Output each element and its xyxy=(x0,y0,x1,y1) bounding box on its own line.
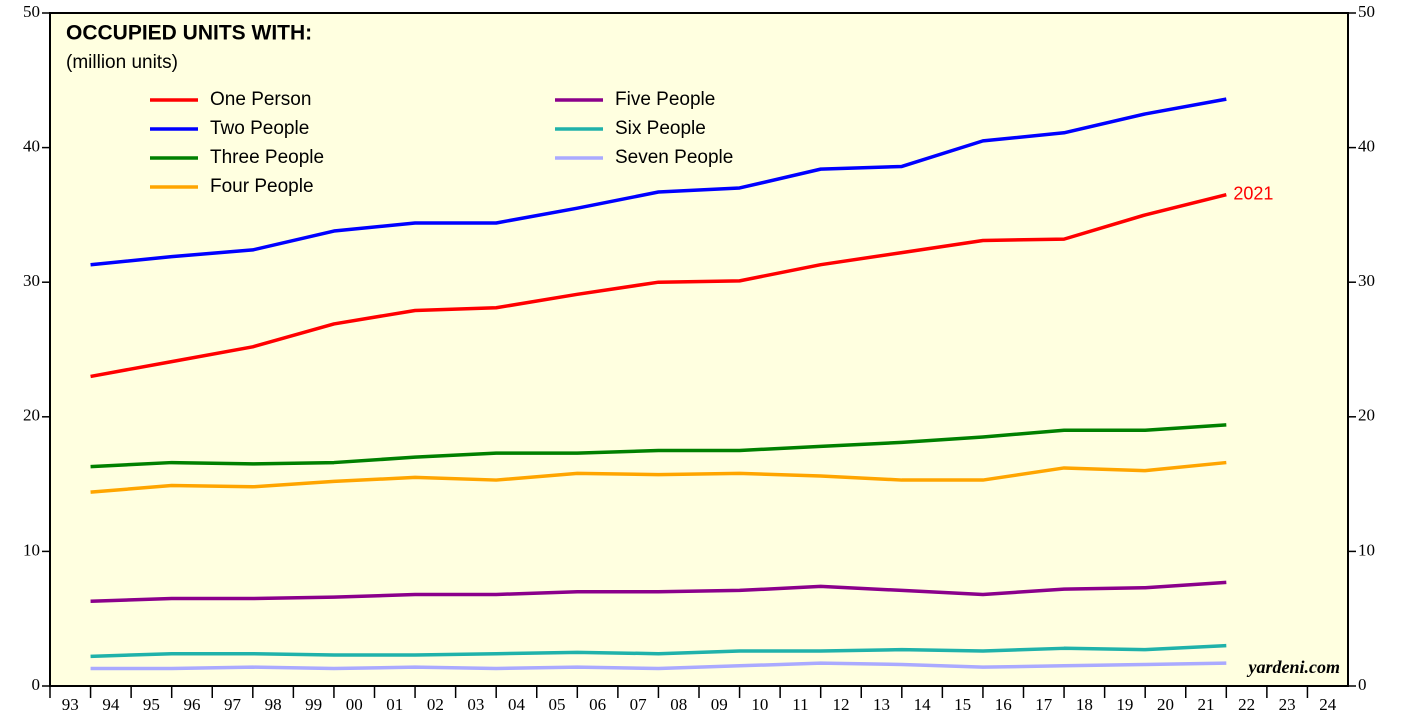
x-tick-label: 06 xyxy=(589,695,606,714)
x-tick-label: 10 xyxy=(751,695,768,714)
y2-tick-label: 20 xyxy=(1358,406,1375,425)
y-tick-label: 50 xyxy=(23,2,40,21)
x-tick-label: 09 xyxy=(711,695,728,714)
x-tick-label: 12 xyxy=(832,695,849,714)
y2-tick-label: 30 xyxy=(1358,271,1375,290)
plot-frame xyxy=(49,12,1349,687)
y2-tick-label: 40 xyxy=(1358,137,1375,156)
legend-label: Six People xyxy=(615,118,706,139)
legend-label: Four People xyxy=(210,176,314,197)
x-tick-label: 99 xyxy=(305,695,322,714)
x-tick-label: 03 xyxy=(467,695,484,714)
x-tick-label: 93 xyxy=(62,695,79,714)
x-tick-label: 05 xyxy=(549,695,566,714)
x-tick-label: 01 xyxy=(386,695,403,714)
x-tick-label: 02 xyxy=(427,695,444,714)
x-tick-label: 19 xyxy=(1116,695,1133,714)
chart-title: OCCUPIED UNITS WITH: xyxy=(66,22,312,45)
series-line xyxy=(90,643,1227,659)
x-tick-label: 15 xyxy=(954,695,971,714)
x-tick-label: 16 xyxy=(995,695,1012,714)
x-tick-label: 95 xyxy=(143,695,160,714)
y-tick-label: 30 xyxy=(23,271,40,290)
series-line xyxy=(90,423,1227,469)
end-label: 2021 xyxy=(1233,183,1273,203)
x-tick-label: 17 xyxy=(1035,695,1053,714)
x-tick-label: 24 xyxy=(1319,695,1337,714)
x-tick-label: 23 xyxy=(1279,695,1296,714)
legend-label: Three People xyxy=(210,147,324,168)
x-tick-label: 21 xyxy=(1198,695,1215,714)
x-tick-label: 96 xyxy=(183,695,200,714)
x-tick-label: 18 xyxy=(1076,695,1093,714)
legend-label: Five People xyxy=(615,89,715,110)
legend-label: Seven People xyxy=(615,147,733,168)
x-tick-label: 22 xyxy=(1238,695,1255,714)
x-tick-label: 98 xyxy=(265,695,282,714)
x-tick-label: 11 xyxy=(792,695,808,714)
x-tick-label: 00 xyxy=(346,695,363,714)
x-tick-label: 04 xyxy=(508,695,526,714)
y-tick-label: 40 xyxy=(23,137,40,156)
y-tick-label: 20 xyxy=(23,406,40,425)
x-tick-label: 07 xyxy=(630,695,648,714)
y-tick-label: 0 xyxy=(32,675,41,694)
series-line xyxy=(90,580,1227,603)
y2-tick-label: 0 xyxy=(1358,675,1367,694)
series-line xyxy=(90,460,1227,494)
series-line xyxy=(90,661,1227,671)
legend-label: Two People xyxy=(210,118,309,139)
x-tick-label: 08 xyxy=(670,695,687,714)
series-line xyxy=(90,97,1227,267)
x-tick-label: 94 xyxy=(102,695,120,714)
y-tick-label: 10 xyxy=(23,540,40,559)
chart-subtitle: (million units) xyxy=(66,52,178,73)
x-tick-label: 97 xyxy=(224,695,242,714)
source-label: yardeni.com xyxy=(1247,657,1341,677)
x-tick-label: 13 xyxy=(873,695,890,714)
legend-label: One Person xyxy=(210,89,311,110)
x-tick-label: 20 xyxy=(1157,695,1174,714)
y2-tick-label: 10 xyxy=(1358,540,1375,559)
x-tick-label: 14 xyxy=(914,695,932,714)
series-line xyxy=(90,193,1227,379)
plot-area xyxy=(50,13,1348,686)
y2-tick-label: 50 xyxy=(1358,2,1375,21)
